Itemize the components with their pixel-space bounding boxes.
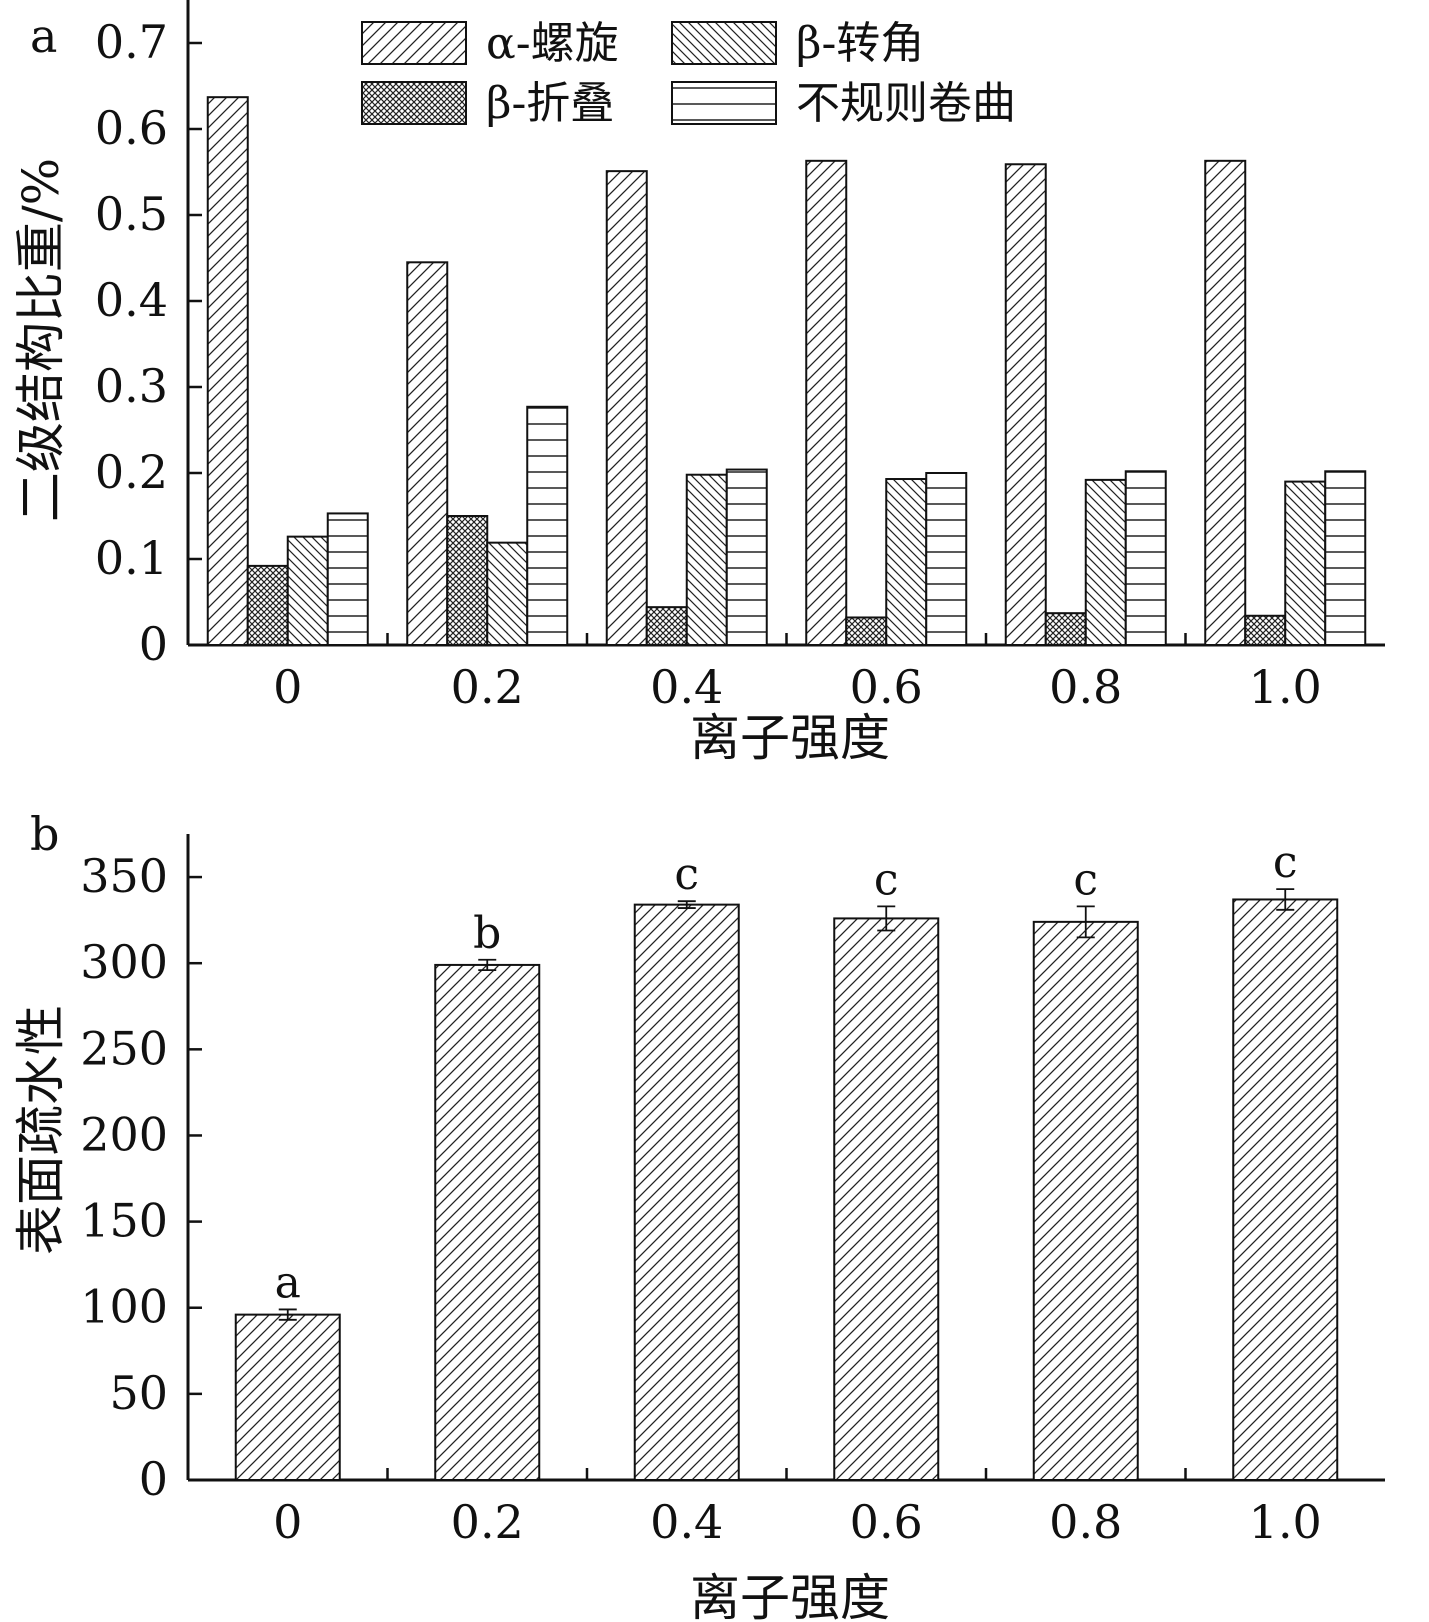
significance-letter: c	[1073, 854, 1098, 905]
bar-hydrophobicity	[434, 963, 541, 1481]
bar-horizontal-lines	[326, 512, 369, 646]
bar-hydrophobicity	[833, 917, 940, 1481]
significance-letter: c	[1273, 837, 1298, 888]
legend-swatch-crosshatch	[361, 81, 467, 125]
bar-diag-down	[286, 535, 329, 647]
panel-b-y-tick-label: 0	[139, 1452, 168, 1506]
panel-a-y-tick-label: 0.7	[95, 15, 168, 69]
bar-horizontal-lines	[526, 405, 569, 646]
bar-crosshatch	[246, 564, 289, 647]
bar-horizontal-lines	[1324, 470, 1367, 646]
panel-a-y-tick-label: 0.5	[95, 187, 168, 241]
legend-label: 不规则卷曲	[796, 78, 1016, 129]
panel-b-x-tick-label: 0.8	[1049, 1495, 1122, 1549]
bar-crosshatch	[1044, 612, 1087, 646]
bar-crosshatch	[1244, 614, 1287, 647]
significance-letter: b	[473, 908, 501, 959]
bar-crosshatch	[446, 515, 489, 646]
bar-horizontal-lines	[1124, 470, 1167, 646]
bar-diag-up	[805, 159, 848, 646]
panel-a-x-tick-label: 1.0	[1249, 660, 1322, 714]
panel-b-x-axis-title: 离子强度	[690, 1569, 890, 1622]
panel-b-y-tick-label: 200	[80, 1107, 168, 1161]
panel-b-y-axis-title: 表面疏水性	[12, 1005, 70, 1255]
bar-crosshatch	[645, 606, 688, 646]
legend-label: β-转角	[796, 18, 924, 69]
panel-a-x-tick-label: 0.6	[850, 660, 923, 714]
bar-diag-up	[1204, 159, 1247, 646]
panel-b-x-tick-label: 0	[273, 1495, 302, 1549]
bar-diag-down	[1284, 480, 1327, 646]
panel-b-chart: b 表面疏水性 离子强度 0 50 100 150 200 250 300 350 0 0.2 0.…	[12, 807, 1385, 1622]
panel-a-y-tick-label: 0.1	[95, 531, 168, 585]
panel-b-x-tick-label: 0.6	[850, 1495, 923, 1549]
bar-diag-down	[885, 478, 928, 646]
panel-a-x-tick-label: 0.4	[650, 660, 723, 714]
panel-a-x-tick-label: 0.8	[1049, 660, 1122, 714]
bar-crosshatch	[845, 616, 888, 646]
panel-b-label: b	[30, 807, 59, 861]
bar-diag-down	[685, 473, 728, 646]
bar-horizontal-lines	[925, 472, 968, 646]
panel-b-y-tick-label: 100	[80, 1280, 168, 1334]
bar-hydrophobicity	[1232, 898, 1339, 1481]
panel-a-y-tick-label: 0.3	[95, 359, 168, 413]
bar-diag-down	[486, 541, 529, 646]
panel-a-y-tick-label: 0.4	[95, 273, 168, 327]
panel-b-y-tick-label: 300	[80, 935, 168, 989]
significance-letter: c	[674, 849, 699, 900]
panel-a-label: a	[30, 9, 57, 63]
panel-b-y-tick-label: 150	[80, 1194, 168, 1248]
bar-diag-down	[1084, 478, 1127, 646]
legend-swatch-diag-down	[671, 21, 777, 65]
panel-b-x-tick-label: 0.4	[650, 1495, 723, 1549]
bar-diag-up	[1004, 163, 1047, 646]
bar-diag-up	[406, 261, 449, 646]
panel-b-x-tick-label: 1.0	[1249, 1495, 1322, 1549]
legend-swatch-horizontal-lines	[671, 81, 777, 125]
panel-a-legend: α-螺旋 β-转角 β-折叠 不规则卷曲	[361, 18, 1016, 129]
panel-a-y-tick-label: 0.2	[95, 445, 168, 499]
panel-b-y-tick-label: 250	[80, 1021, 168, 1075]
panel-a-x-axis-title: 离子强度	[690, 709, 890, 767]
bar-diag-up	[206, 96, 249, 647]
panel-b-y-tick-label: 350	[80, 849, 168, 903]
bar-diag-up	[605, 170, 648, 646]
panel-b-y-tick-label: 50	[109, 1366, 168, 1420]
panel-b-x-tick-label: 0.2	[451, 1495, 524, 1549]
panel-a-x-tick-label: 0	[273, 660, 302, 714]
bar-hydrophobicity	[234, 1313, 341, 1482]
panel-a-y-tick-label: 0	[139, 617, 168, 671]
panel-a-x-tick-label: 0.2	[451, 660, 524, 714]
legend-label: β-折叠	[486, 78, 614, 129]
panel-a-y-axis-title: 二级结构比重/%	[12, 158, 70, 522]
significance-letter: c	[874, 854, 899, 905]
significance-letter: a	[275, 1257, 301, 1308]
bar-hydrophobicity	[633, 903, 740, 1481]
legend-label: α-螺旋	[486, 18, 619, 69]
panel-a-y-tick-label: 0.6	[95, 101, 168, 155]
legend-swatch-diag-up	[361, 21, 467, 65]
bar-hydrophobicity	[1032, 920, 1139, 1481]
bar-horizontal-lines	[725, 468, 768, 646]
panel-a-chart: a 二级结构比重/% 离子强度 α-螺旋 β-转角 β-折叠 不规则卷曲 0 0.1 0.…	[12, 0, 1385, 767]
